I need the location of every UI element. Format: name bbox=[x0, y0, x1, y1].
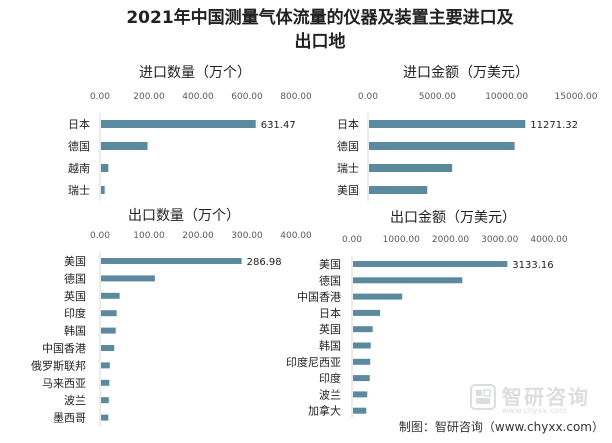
export-quantity-bar bbox=[101, 414, 109, 421]
import-value-bar bbox=[369, 186, 428, 194]
import-value-tick-label: 10000.00 bbox=[485, 92, 528, 102]
export-value-tick-label: 4000.00 bbox=[530, 235, 567, 245]
export-value-chart: 出口金额（万美元） 0.00 1000.00 2000.00 3000.00 4000.0… bbox=[286, 210, 568, 419]
export-value-category-label: 波兰 bbox=[319, 388, 341, 401]
import-quantity-category-label: 瑞士 bbox=[68, 183, 90, 197]
import-value-category-label: 美国 bbox=[337, 184, 359, 197]
export-quantity-tick-label: 0.00 bbox=[90, 231, 110, 241]
export-value-category-label: 印度尼西亚 bbox=[286, 355, 341, 369]
watermark: 智研咨询 www.chyxx.com bbox=[470, 380, 610, 415]
export-value-category-label: 英国 bbox=[319, 322, 341, 336]
export-quantity-category-label: 俄罗斯联邦 bbox=[31, 359, 86, 372]
export-value-tick-label: 2000.00 bbox=[432, 235, 469, 245]
import-quantity-chart: 进口数量（万个） 0.00 200.00 400.00 600.00 800.00 日本 63… bbox=[68, 65, 312, 201]
import-quantity-category-label: 越南 bbox=[68, 161, 90, 175]
import-quantity-data-label: 631.47 bbox=[261, 120, 296, 131]
export-value-category-label: 德国 bbox=[319, 273, 341, 287]
export-value-category-label: 日本 bbox=[319, 306, 341, 320]
import-quantity-tick-label: 600.00 bbox=[231, 92, 263, 102]
export-quantity-tick-label: 100.00 bbox=[133, 231, 165, 241]
export-quantity-category-label: 马来西亚 bbox=[42, 377, 86, 390]
export-value-bar bbox=[353, 375, 370, 382]
export-quantity-category-label: 韩国 bbox=[64, 324, 86, 338]
export-quantity-category-label: 美国 bbox=[64, 255, 86, 268]
export-value-tick-label: 3000.00 bbox=[481, 235, 518, 245]
export-value-bar bbox=[353, 309, 381, 316]
import-value-category-label: 瑞士 bbox=[337, 161, 359, 175]
chyxx-logo-icon bbox=[470, 384, 496, 410]
export-value-title: 出口金额（万美元） bbox=[390, 210, 516, 226]
export-value-category-label: 美国 bbox=[319, 258, 341, 271]
export-value-bar bbox=[353, 358, 371, 365]
export-quantity-bar bbox=[101, 345, 115, 351]
import-quantity-tick-label: 400.00 bbox=[182, 92, 214, 102]
export-value-bar bbox=[353, 342, 371, 349]
export-quantity-category-label: 中国香港 bbox=[42, 342, 86, 355]
import-quantity-title: 进口数量（万个） bbox=[139, 65, 251, 81]
import-quantity-bar bbox=[101, 120, 256, 128]
export-quantity-bar bbox=[101, 292, 120, 299]
export-value-tick-label: 0.00 bbox=[342, 235, 362, 245]
export-value-bar bbox=[353, 293, 403, 300]
export-quantity-tick-label: 200.00 bbox=[182, 231, 214, 241]
export-quantity-title: 出口数量（万个） bbox=[128, 208, 240, 224]
main-title: 2021年中国测量气体流量的仪器及装置主要进口及 出口地 bbox=[40, 6, 600, 54]
export-value-bar bbox=[353, 391, 368, 398]
export-value-bar bbox=[353, 261, 508, 267]
export-quantity-tick-label: 300.00 bbox=[231, 231, 263, 241]
export-value-tick-label: 1000.00 bbox=[383, 235, 420, 245]
import-value-title: 进口金额（万美元） bbox=[403, 65, 529, 81]
import-quantity-bar bbox=[101, 142, 148, 150]
import-value-category-label: 德国 bbox=[337, 139, 359, 153]
import-value-bar bbox=[369, 120, 526, 128]
export-quantity-data-label: 286.98 bbox=[247, 257, 282, 268]
watermark-url: www.chyxx.com bbox=[502, 406, 567, 415]
export-quantity-category-label: 德国 bbox=[64, 271, 86, 285]
export-value-bar bbox=[353, 277, 463, 284]
source-note: 制图：智研咨询（www.chyxx.com） bbox=[398, 420, 604, 434]
import-value-chart: 进口金额（万美元） 0.00 5000.00 10000.00 15000.00 日本 11… bbox=[337, 65, 598, 201]
import-value-bar bbox=[369, 142, 515, 150]
export-value-bar bbox=[353, 326, 373, 333]
export-quantity-category-label: 墨西哥 bbox=[53, 412, 86, 425]
import-quantity-tick-label: 200.00 bbox=[133, 92, 165, 102]
export-quantity-category-label: 印度 bbox=[64, 306, 86, 320]
import-quantity-bar bbox=[101, 164, 109, 172]
export-quantity-bar bbox=[101, 362, 110, 369]
export-quantity-tick-label: 400.00 bbox=[280, 231, 312, 241]
main-title-line-2: 出口地 bbox=[294, 32, 346, 52]
export-value-category-label: 印度 bbox=[319, 371, 341, 385]
export-quantity-bar bbox=[101, 258, 242, 264]
export-quantity-bar bbox=[101, 275, 155, 282]
export-quantity-bar bbox=[101, 310, 117, 317]
export-value-data-label: 3133.16 bbox=[512, 260, 553, 271]
import-value-tick-label: 0.00 bbox=[358, 92, 378, 102]
export-value-category-label: 韩国 bbox=[319, 339, 341, 353]
export-quantity-chart: 出口数量（万个） 0.00 100.00 200.00 300.00 400.00 美国 28… bbox=[31, 208, 312, 427]
import-quantity-tick-label: 800.00 bbox=[280, 92, 312, 102]
export-quantity-bar bbox=[101, 397, 109, 404]
export-value-bar bbox=[353, 407, 367, 414]
import-value-tick-label: 15000.00 bbox=[555, 92, 598, 102]
import-value-tick-label: 5000.00 bbox=[419, 92, 456, 102]
export-quantity-bar bbox=[101, 327, 116, 334]
watermark-text: 智研咨询 bbox=[502, 385, 590, 409]
export-quantity-category-label: 波兰 bbox=[64, 394, 86, 407]
import-quantity-bar bbox=[101, 186, 105, 194]
import-value-data-label: 11271.32 bbox=[530, 120, 578, 131]
export-quantity-bar bbox=[101, 379, 110, 386]
import-quantity-category-label: 日本 bbox=[68, 117, 90, 131]
export-quantity-category-label: 英国 bbox=[64, 289, 86, 303]
import-value-bar bbox=[369, 164, 453, 172]
import-value-category-label: 日本 bbox=[337, 117, 359, 131]
export-value-category-label: 加拿大 bbox=[308, 404, 341, 418]
main-title-line-1: 2021年中国测量气体流量的仪器及装置主要进口及 bbox=[126, 8, 514, 28]
export-value-category-label: 中国香港 bbox=[297, 291, 341, 304]
import-quantity-category-label: 德国 bbox=[68, 139, 90, 153]
import-quantity-tick-label: 0.00 bbox=[90, 92, 110, 102]
